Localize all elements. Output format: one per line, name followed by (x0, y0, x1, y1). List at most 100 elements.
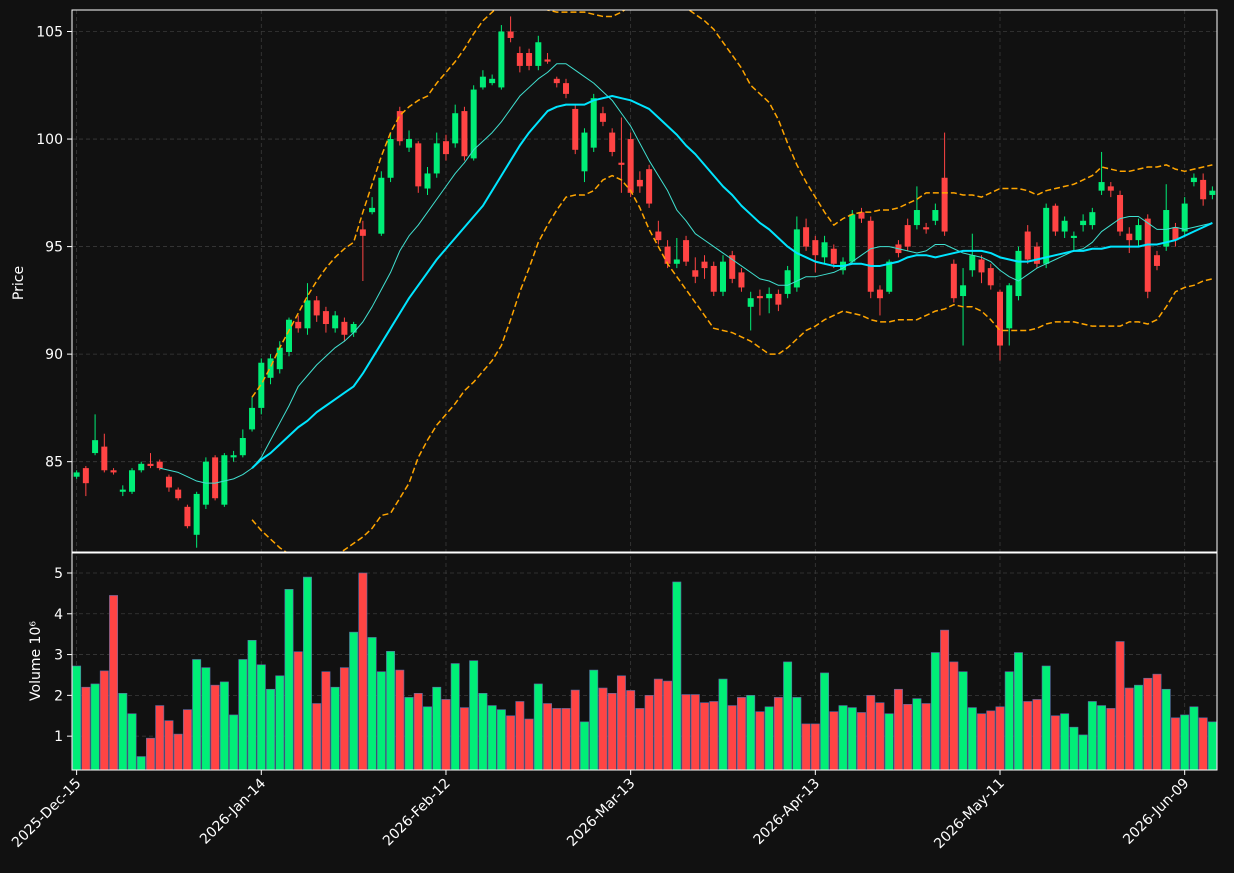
candle-body (239, 438, 246, 456)
volume-bar (367, 637, 377, 770)
volume-bar (349, 631, 359, 770)
candle-body (1135, 225, 1142, 241)
candle-body (433, 143, 440, 174)
candle-body (341, 321, 348, 335)
candle-body (941, 177, 948, 232)
candle-body (590, 98, 597, 148)
volume-bar (386, 651, 396, 770)
candle-body (609, 132, 616, 152)
candle-body (101, 446, 108, 471)
y-tick-label: 95 (45, 240, 63, 256)
volume-bar (866, 695, 876, 770)
candle-body (738, 272, 745, 288)
candle-body (1181, 203, 1188, 232)
candle-body (544, 59, 551, 62)
volume-bar (921, 703, 931, 770)
candle-body (747, 298, 754, 307)
volume-bar (1023, 701, 1033, 770)
volume-bar (432, 686, 442, 770)
volume-bar (247, 639, 257, 770)
volume-bar (1050, 715, 1060, 770)
candle-body (756, 296, 763, 299)
volume-bar (995, 706, 1005, 770)
candle-body (1061, 220, 1068, 232)
volume-bar (561, 708, 571, 770)
candle-body (710, 265, 717, 292)
candle-body (526, 53, 533, 66)
candle-body (129, 470, 136, 492)
price-panel (73, 10, 1216, 552)
volume-bar (570, 689, 580, 770)
volume-bar (949, 661, 959, 770)
volume-bar (1143, 677, 1153, 770)
candle-body (92, 440, 99, 454)
candle-body (1126, 233, 1133, 241)
candle-body (599, 113, 606, 122)
volume-tick-label: 4 (54, 607, 63, 623)
volume-bar (986, 710, 996, 770)
y-axis-label: Price (11, 266, 27, 300)
volume-bar (81, 686, 91, 770)
candle-body (156, 461, 163, 469)
candle-body (1089, 212, 1096, 226)
candle-body (295, 321, 302, 329)
volume-bar (155, 705, 165, 770)
candle-body (775, 293, 782, 305)
candle-body (1043, 207, 1050, 264)
volume-bar (395, 669, 405, 770)
volume-bar (146, 737, 155, 770)
candle-body (276, 347, 283, 370)
candle-body (119, 489, 126, 492)
volume-bar (1152, 673, 1162, 770)
volume-bar (709, 701, 719, 770)
volume-bar (256, 664, 266, 770)
volume-bar (755, 711, 765, 770)
candle-body (1052, 205, 1059, 232)
volume-bar (616, 675, 626, 770)
volume-bar (663, 680, 673, 770)
candle-body (452, 113, 459, 144)
volume-bar (967, 707, 977, 770)
candle-body (406, 139, 413, 148)
candle-body (932, 210, 939, 221)
volume-bar (1134, 684, 1143, 770)
y-tick-label: 85 (45, 455, 63, 471)
candle-body (867, 220, 874, 292)
candle-body (1033, 246, 1040, 264)
volume-bar (173, 733, 183, 770)
volume-bar (441, 699, 451, 770)
candle-body (969, 255, 976, 271)
candle-body (396, 111, 403, 142)
volume-bar (229, 714, 239, 770)
candle-body (923, 227, 930, 230)
volume-bar (487, 705, 497, 770)
volume-bar (1060, 713, 1070, 770)
volume-bar (801, 723, 811, 770)
volume-bar (829, 711, 839, 770)
candle-body (1107, 186, 1114, 191)
volume-bar (893, 688, 903, 770)
volume-bar (912, 698, 922, 770)
volume-bar (182, 709, 192, 770)
volume-bar (515, 701, 525, 770)
volume-bar (644, 695, 654, 770)
volume-bar (238, 659, 248, 770)
candle-body (442, 141, 449, 155)
candle-body (904, 225, 911, 247)
volume-bar (672, 581, 682, 770)
volume-bar (1106, 708, 1116, 770)
candle-body (359, 229, 366, 236)
candle-body (110, 470, 117, 473)
candle-body (1098, 182, 1105, 191)
volume-bar (690, 694, 700, 770)
volume-bar (413, 693, 423, 770)
candle-body (332, 315, 339, 329)
candle-body (886, 261, 893, 292)
volume-bar (533, 683, 543, 770)
candle-body (369, 207, 376, 213)
candle-body (849, 214, 856, 262)
candle-body (581, 132, 588, 172)
candle-body (313, 300, 320, 316)
candle-body (793, 229, 800, 288)
